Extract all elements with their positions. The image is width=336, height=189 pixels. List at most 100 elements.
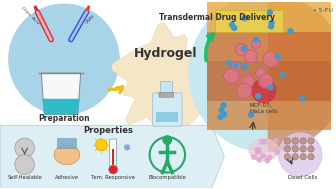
Circle shape (269, 24, 274, 29)
Circle shape (15, 138, 35, 158)
Circle shape (95, 139, 107, 151)
Text: Biocompatible: Biocompatible (149, 175, 186, 180)
Polygon shape (207, 61, 331, 101)
Circle shape (279, 133, 322, 177)
Circle shape (292, 138, 298, 144)
Text: ❅: ❅ (122, 143, 130, 153)
Circle shape (308, 138, 314, 144)
Circle shape (259, 74, 273, 88)
Polygon shape (112, 23, 219, 126)
Circle shape (300, 146, 306, 152)
Circle shape (189, 0, 336, 152)
Circle shape (284, 154, 291, 160)
Circle shape (259, 139, 264, 144)
Text: Chito. Acid: Chito. Acid (20, 5, 39, 25)
Circle shape (242, 75, 254, 87)
Circle shape (275, 54, 280, 60)
Text: Adhesive: Adhesive (55, 175, 79, 180)
Circle shape (264, 158, 270, 163)
Circle shape (300, 96, 305, 101)
Circle shape (235, 43, 247, 56)
Text: Self-Healable: Self-Healable (7, 175, 42, 180)
Circle shape (221, 103, 226, 108)
Circle shape (256, 148, 262, 154)
Polygon shape (41, 73, 81, 115)
Circle shape (242, 64, 247, 69)
FancyBboxPatch shape (153, 93, 182, 126)
Circle shape (224, 68, 239, 84)
Text: Tem. Responsive: Tem. Responsive (91, 175, 135, 180)
Text: Transdermal Drug Delivery: Transdermal Drug Delivery (159, 13, 275, 22)
Circle shape (219, 108, 224, 112)
Circle shape (268, 85, 273, 90)
Circle shape (255, 147, 260, 153)
Text: CAAIL: CAAIL (85, 13, 96, 25)
FancyBboxPatch shape (110, 139, 117, 170)
Polygon shape (207, 101, 331, 130)
Circle shape (256, 94, 260, 98)
Circle shape (267, 10, 272, 15)
Circle shape (292, 154, 298, 160)
Circle shape (274, 149, 280, 154)
Circle shape (256, 68, 266, 78)
Circle shape (269, 20, 274, 25)
Circle shape (109, 165, 118, 174)
Circle shape (263, 52, 279, 67)
Text: MCF-07,
HeLa cells: MCF-07, HeLa cells (250, 103, 278, 114)
Circle shape (288, 29, 293, 34)
Circle shape (284, 138, 291, 144)
Circle shape (266, 155, 272, 160)
Circle shape (229, 22, 235, 27)
Circle shape (15, 155, 35, 174)
Circle shape (257, 157, 262, 163)
Circle shape (273, 138, 279, 143)
Circle shape (9, 4, 119, 115)
Circle shape (251, 39, 260, 48)
Circle shape (233, 63, 238, 68)
Ellipse shape (249, 139, 279, 161)
FancyBboxPatch shape (215, 10, 284, 32)
Text: Preparation: Preparation (38, 114, 90, 123)
Circle shape (232, 26, 237, 30)
FancyBboxPatch shape (112, 149, 115, 165)
Circle shape (241, 46, 246, 51)
FancyBboxPatch shape (159, 92, 174, 97)
FancyArrowPatch shape (109, 87, 123, 93)
Circle shape (237, 83, 252, 98)
Circle shape (300, 154, 306, 160)
Circle shape (222, 112, 226, 117)
Circle shape (251, 154, 257, 160)
Circle shape (244, 50, 257, 63)
Circle shape (242, 16, 247, 21)
Circle shape (308, 154, 314, 160)
FancyBboxPatch shape (157, 112, 178, 122)
Circle shape (262, 139, 267, 144)
FancyArrowPatch shape (206, 34, 214, 60)
Circle shape (308, 146, 314, 152)
Polygon shape (207, 2, 331, 32)
Text: Properties: Properties (83, 126, 133, 135)
FancyBboxPatch shape (160, 81, 172, 95)
Circle shape (249, 112, 253, 117)
Circle shape (162, 135, 172, 145)
Polygon shape (207, 32, 331, 61)
Circle shape (253, 38, 258, 43)
Circle shape (226, 61, 232, 66)
Circle shape (284, 146, 291, 152)
Circle shape (300, 138, 306, 144)
Circle shape (218, 115, 223, 119)
Wedge shape (268, 0, 336, 152)
Ellipse shape (54, 145, 80, 165)
Text: Dead Cells: Dead Cells (288, 175, 318, 180)
Circle shape (260, 153, 266, 158)
FancyBboxPatch shape (57, 139, 76, 148)
Text: • 5-FU: • 5-FU (313, 8, 333, 13)
Circle shape (255, 149, 261, 155)
Circle shape (252, 79, 276, 103)
Circle shape (292, 146, 298, 152)
Circle shape (231, 61, 241, 71)
Polygon shape (42, 99, 80, 115)
Polygon shape (0, 125, 224, 188)
Text: Hydrogel: Hydrogel (134, 47, 197, 60)
Circle shape (280, 72, 284, 77)
